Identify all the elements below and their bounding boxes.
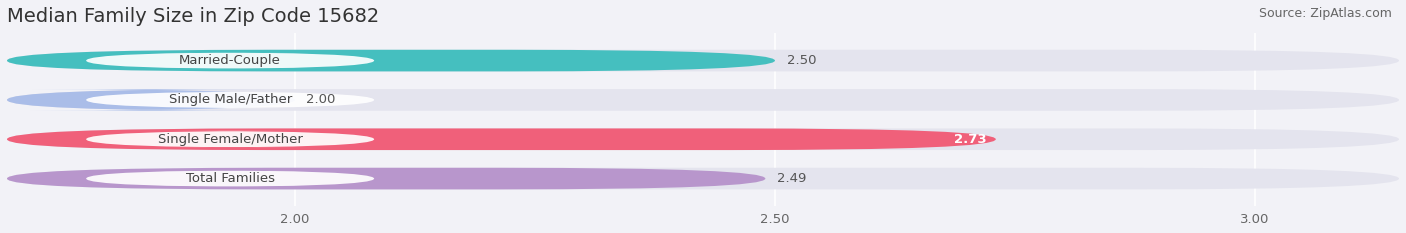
FancyBboxPatch shape (86, 52, 374, 69)
FancyBboxPatch shape (86, 131, 374, 148)
FancyBboxPatch shape (86, 170, 374, 187)
Text: Married-Couple: Married-Couple (179, 54, 281, 67)
Text: Single Male/Father: Single Male/Father (169, 93, 292, 106)
FancyBboxPatch shape (7, 168, 765, 189)
FancyBboxPatch shape (7, 89, 295, 111)
FancyBboxPatch shape (7, 128, 1399, 150)
Text: 2.00: 2.00 (307, 93, 336, 106)
Text: Total Families: Total Families (186, 172, 274, 185)
FancyBboxPatch shape (7, 89, 1399, 111)
FancyBboxPatch shape (7, 128, 995, 150)
FancyBboxPatch shape (7, 50, 775, 71)
FancyBboxPatch shape (86, 92, 374, 108)
Text: 2.49: 2.49 (778, 172, 806, 185)
Text: Single Female/Mother: Single Female/Mother (157, 133, 302, 146)
Text: 2.73: 2.73 (953, 133, 986, 146)
Text: Median Family Size in Zip Code 15682: Median Family Size in Zip Code 15682 (7, 7, 380, 26)
Text: 2.50: 2.50 (786, 54, 815, 67)
FancyBboxPatch shape (7, 168, 1399, 189)
Text: Source: ZipAtlas.com: Source: ZipAtlas.com (1258, 7, 1392, 20)
FancyBboxPatch shape (7, 50, 1399, 71)
